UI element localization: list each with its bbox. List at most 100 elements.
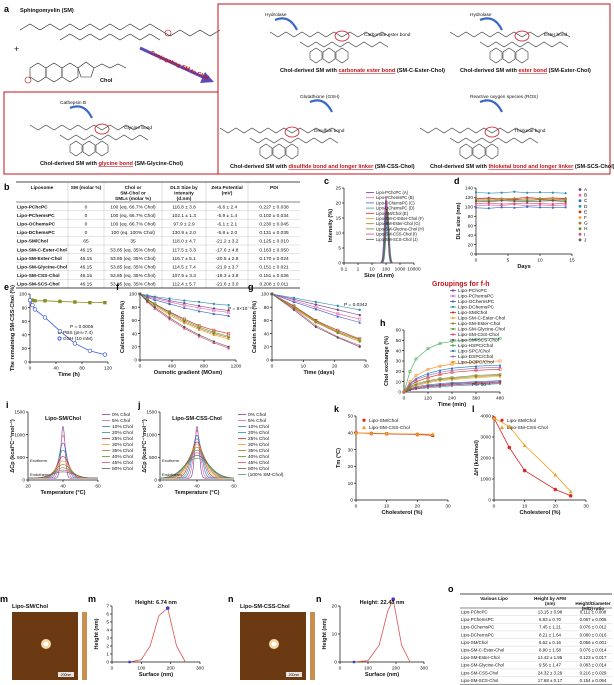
steroid-ring xyxy=(489,47,503,64)
x-tick-label: 200 xyxy=(167,666,175,672)
y-tick-label: 20 xyxy=(336,201,342,207)
y-tick-label: 25 xyxy=(336,186,342,192)
data-point xyxy=(551,206,554,209)
table-cell: 46.15 xyxy=(80,282,92,288)
data-point xyxy=(500,191,503,194)
y-tick-label: 30 xyxy=(348,447,354,453)
data-point xyxy=(103,300,107,305)
table-cell: 0.170 ± 0.024 xyxy=(259,256,289,262)
legend-entry: Lipo-SM-SCS-Chol (J) xyxy=(376,237,418,242)
steroid-ring xyxy=(285,143,299,160)
x-tick-label: 240 xyxy=(448,396,456,402)
table-cell: 100 (eq. 66.7% Chol) xyxy=(110,222,156,228)
x-tick-label: 10 xyxy=(384,504,390,510)
data-point xyxy=(408,383,412,386)
x-axis-label: Surface (nm) xyxy=(139,672,173,678)
legend-entry: D xyxy=(584,204,588,210)
series-line xyxy=(475,191,566,194)
table-cell: 0.076 ± 0.014 xyxy=(580,648,607,653)
legend-entry: 10% Chol xyxy=(112,424,133,430)
legend-entry: Lipo-SM-C-Ester-Chol (F) xyxy=(376,216,424,221)
x-tick-label: 0 xyxy=(139,364,142,370)
x-axis-label: Temperature (°C) xyxy=(40,490,85,496)
header-line: Chol or xyxy=(125,185,142,191)
table-cell: 53.85 (eq. 35% Chol) xyxy=(110,282,156,288)
header-line: (nm) xyxy=(545,601,555,606)
legend-entry: Lipo-DChemsPC (D) xyxy=(376,206,415,211)
table-cell: -19.3 ± 3.8 xyxy=(216,273,239,279)
y-tick-label: 120 xyxy=(465,195,473,201)
table-cell: 8.21 ± 1.64 xyxy=(539,632,561,637)
data-point xyxy=(336,336,339,339)
table-cell: Lipo-DChemsPC xyxy=(461,632,494,637)
data-point xyxy=(498,359,502,363)
header-line: PDI xyxy=(270,185,279,191)
y-axis-label: Intensity (%) xyxy=(328,209,334,242)
y-tick-label: 0 xyxy=(24,360,27,366)
table-cell: Lipo-SM-Glycine-Chol xyxy=(17,265,67,271)
data-point xyxy=(227,311,231,314)
x-axis-label: Temperature (°C) xyxy=(174,490,219,496)
thermogram-curve xyxy=(160,426,234,479)
header-line: intensity xyxy=(174,190,194,196)
y-tick-label: 60 xyxy=(132,318,138,324)
y-tick-label: 0 xyxy=(106,660,109,666)
x-tick-label: 800 xyxy=(200,364,208,370)
legend-marker xyxy=(578,204,582,208)
table-cell: -21.6 ± 3.0 xyxy=(216,282,239,288)
caption-part: carbonate ester bond xyxy=(338,68,395,74)
y-tick-label: 80 xyxy=(468,214,474,220)
y-tick-label: 60 xyxy=(396,328,402,334)
legend-entry: 0% Chol xyxy=(112,412,130,418)
y-tick-label: 20 xyxy=(468,242,474,248)
table-cell: 0.154 ± 0.064 xyxy=(580,678,607,683)
data-point xyxy=(384,431,389,436)
data-point xyxy=(450,376,454,379)
data-point xyxy=(522,468,527,473)
data-point xyxy=(73,300,77,304)
table-cell: 114.5 ± 7.4 xyxy=(172,265,196,271)
panel-e: 0 40 80 120 0 20 40 60 80 100 Time (h) The remainin… xyxy=(4,282,112,378)
data-point xyxy=(426,372,430,375)
table-header: Chol or SM-Chol or SMLs (molar %) xyxy=(115,185,151,202)
data-point xyxy=(88,300,92,305)
panel-label: e xyxy=(4,282,9,292)
caption-part: (SM-SCS-Chol) xyxy=(573,164,614,170)
y-axis-label: Tm (°C) xyxy=(336,448,342,468)
legend-entry: (100% SM-Chol) xyxy=(248,472,284,478)
x-tick-label: 60 xyxy=(95,484,101,490)
legend-entry: 30% Chol xyxy=(248,442,269,448)
data-point xyxy=(551,199,554,202)
glycine-box xyxy=(3,91,219,175)
table-header: Various Lipo xyxy=(480,596,508,601)
data-point xyxy=(227,304,230,307)
table-header: Liposome xyxy=(31,185,54,191)
afm-height-annotation: Height: 22.43 nm xyxy=(360,600,405,606)
data-point xyxy=(212,340,216,343)
data-point xyxy=(568,494,573,498)
y-tick-label: 100 xyxy=(465,205,473,211)
data-point xyxy=(438,364,442,368)
data-point xyxy=(212,330,216,334)
panel-label: l xyxy=(472,404,475,414)
data-point xyxy=(153,295,156,298)
y-tick-label: 1500 xyxy=(14,410,25,416)
y-axis-label: The remaining SM-CSS-Chol (%) xyxy=(10,285,16,371)
data-point xyxy=(426,384,430,387)
data-point xyxy=(43,299,47,303)
y-tick-label: 100 xyxy=(19,292,27,298)
legend-entry: 25% Chol xyxy=(248,436,269,442)
table-cell: 46.15 xyxy=(80,273,92,279)
afm-height-annotation: Height: 6.74 nm xyxy=(135,600,177,606)
data-point xyxy=(414,357,418,361)
steroid-ring xyxy=(309,47,323,64)
steroid-ring xyxy=(69,140,83,157)
data-point xyxy=(553,487,558,492)
table-cell: 0 xyxy=(85,230,88,236)
y-tick-label: 0 xyxy=(334,660,337,666)
legend-marker xyxy=(451,344,455,347)
table-cell: 100 (eq. 66.7% Chol) xyxy=(110,213,156,219)
table-cell: Lipo-OChemsPC xyxy=(461,625,494,630)
panel-c: 0.1 1 10 100 1000 10000 0 5 10 15 20 25 Size (d.nm) I… xyxy=(324,176,425,279)
